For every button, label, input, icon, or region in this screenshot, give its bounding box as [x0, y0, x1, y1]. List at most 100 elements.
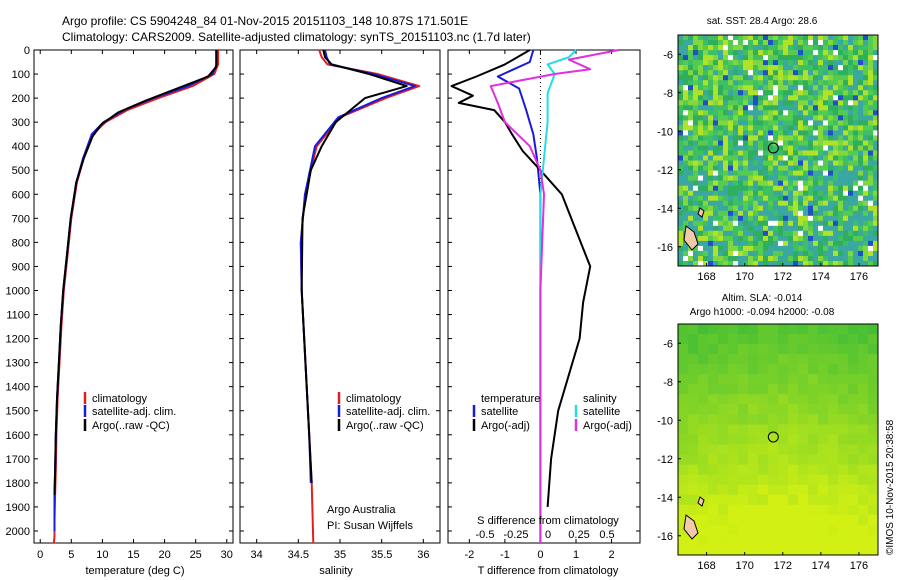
map-cell: [758, 125, 764, 131]
map-cell: [798, 374, 809, 385]
map-cell: [788, 170, 794, 177]
map-cell: [793, 235, 799, 242]
map-cell: [833, 175, 839, 182]
map-cell: [678, 190, 684, 197]
map-cell: [803, 100, 809, 106]
map-cell: [678, 225, 684, 232]
map-cell: [773, 155, 779, 161]
map-cell: [873, 170, 879, 177]
map-cell: [823, 205, 829, 212]
map-cell: [748, 250, 754, 257]
map-cell: [753, 245, 759, 252]
map-cell: [833, 65, 839, 71]
map-cell: [788, 120, 794, 126]
map-cell: [698, 145, 704, 151]
map-cell: [678, 40, 684, 46]
map-cell: [848, 256, 854, 262]
lat-tick-label: -6: [663, 338, 673, 350]
map-cell: [708, 80, 714, 86]
map-cell: [698, 240, 704, 247]
map-cell: [838, 135, 844, 141]
map-cell: [688, 545, 699, 556]
map-cell: [688, 60, 694, 66]
map-cell: [738, 140, 744, 146]
map-cell: [813, 220, 819, 227]
map-cell: [698, 534, 709, 546]
map-cell: [808, 334, 819, 345]
map-cell: [798, 165, 804, 172]
map-cell: [743, 190, 749, 197]
map-cell: [768, 354, 779, 365]
map-cell: [798, 414, 809, 425]
map-cell: [718, 374, 729, 385]
map-cell: [843, 50, 849, 56]
map-cell: [718, 256, 724, 262]
map-cell: [718, 464, 729, 476]
map-cell: [688, 464, 699, 476]
map-cell: [733, 160, 739, 166]
map-cell: [753, 235, 759, 242]
map-cell: [758, 120, 764, 126]
map-cell: [868, 120, 874, 126]
map-cell: [758, 220, 764, 227]
map-cell: [798, 344, 809, 355]
map-cell: [808, 120, 814, 126]
map-cell: [718, 235, 724, 242]
map-cell: [838, 120, 844, 126]
map-cell: [738, 130, 744, 136]
map-cell: [808, 85, 814, 91]
map-cell: [708, 50, 714, 56]
map-cell: [848, 195, 854, 202]
map-cell: [728, 261, 734, 267]
map-cell: [748, 484, 759, 496]
map-cell: [843, 90, 849, 96]
map-cell: [758, 404, 769, 415]
map-cell: [788, 155, 794, 161]
map-cell: [793, 140, 799, 146]
map-cell: [728, 185, 734, 192]
map-cell: [723, 95, 729, 101]
map-cell: [723, 90, 729, 96]
map-cell: [703, 200, 709, 207]
map-cell: [838, 180, 844, 187]
map-cell: [828, 155, 834, 161]
map-cell: [823, 256, 829, 262]
map-cell: [778, 50, 784, 56]
map-cell: [708, 514, 719, 526]
map-cell: [868, 175, 874, 182]
map-cell: [808, 115, 814, 121]
map-cell: [873, 45, 879, 51]
map-cell: [813, 190, 819, 197]
map-cell: [743, 250, 749, 257]
map-cell: [778, 494, 789, 506]
map-cell: [773, 65, 779, 71]
map-cell: [778, 484, 789, 496]
map-cell: [698, 230, 704, 237]
map-cell: [818, 444, 829, 455]
map-cell: [868, 195, 874, 202]
map-cell: [708, 474, 719, 486]
map-cell: [868, 250, 874, 257]
map-cell: [683, 50, 689, 56]
map-cell: [698, 404, 709, 415]
map-cell: [733, 210, 739, 217]
map-cell: [828, 545, 839, 556]
map-cell: [868, 100, 874, 106]
map-cell: [708, 130, 714, 136]
map-cell: [823, 215, 829, 222]
island: [683, 225, 699, 251]
map-cell: [703, 250, 709, 257]
map-cell: [683, 215, 689, 222]
map-cell: [868, 454, 879, 466]
map-cell: [723, 225, 729, 232]
map-cell: [793, 210, 799, 217]
map-cell: [838, 160, 844, 166]
map-cell: [833, 55, 839, 61]
map-cell: [818, 65, 824, 71]
map-cell: [813, 150, 819, 156]
map-cell: [758, 185, 764, 192]
map-cell: [808, 230, 814, 237]
map-cell: [788, 50, 794, 56]
map-cell: [853, 170, 859, 177]
